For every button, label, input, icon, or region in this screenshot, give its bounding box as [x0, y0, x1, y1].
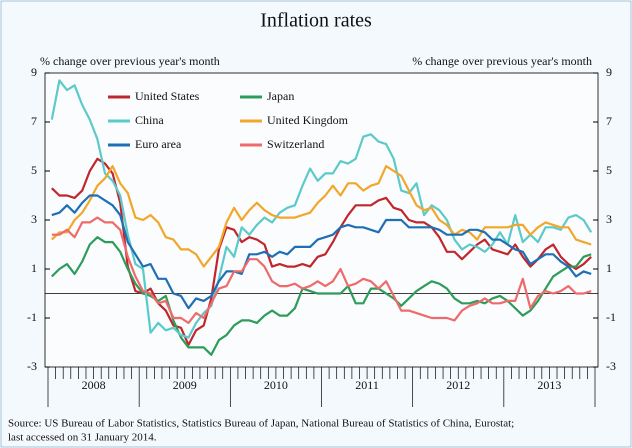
y2-tick-label: 9 [606, 65, 612, 79]
y2-axis-label: % change over previous year's month [412, 54, 592, 68]
y-tick-label: 9 [31, 65, 37, 79]
series-line [51, 216, 592, 324]
series-line [51, 194, 592, 310]
y-tick-label: 7 [31, 114, 37, 128]
y-axis-label: % change over previous year's month [40, 54, 220, 68]
legend-label: Euro area [135, 137, 182, 151]
chart-title: Inflation rates [260, 10, 372, 32]
y-tick-label: 1 [31, 261, 37, 275]
source: last accessed on 31 January 2014. [8, 432, 157, 444]
plot-area [44, 72, 599, 368]
x-tick-label: 2011 [355, 378, 379, 392]
y2-tick-label: 1 [606, 261, 612, 275]
y2-tick-label: 5 [606, 163, 612, 177]
series-line [50, 79, 593, 339]
legend-label: United Kingdom [267, 113, 349, 127]
y2-tick-label: 3 [606, 212, 612, 226]
legend-label: Japan [267, 89, 294, 103]
y-tick-label: -3 [27, 359, 37, 373]
x-tick-label: 2010 [264, 378, 288, 392]
source: Source: US Bureau of Labor Statistics, S… [8, 418, 514, 430]
y-tick-label: -1 [27, 310, 37, 324]
y-tick-label: 5 [31, 163, 37, 177]
legend-label: China [135, 113, 164, 127]
x-tick-label: 2012 [446, 378, 470, 392]
series-line [51, 165, 592, 268]
y2-tick-label: -1 [606, 310, 616, 324]
x-tick-label: 2013 [537, 378, 561, 392]
series-line [51, 236, 592, 356]
legend-label: United States [135, 89, 200, 103]
legend-label: Switzerland [267, 137, 324, 151]
x-tick-label: 2009 [173, 378, 197, 392]
y2-tick-label: -3 [606, 359, 616, 373]
x-tick-label: 2008 [82, 378, 106, 392]
y-tick-label: 3 [31, 212, 37, 226]
y2-tick-label: 7 [606, 114, 612, 128]
